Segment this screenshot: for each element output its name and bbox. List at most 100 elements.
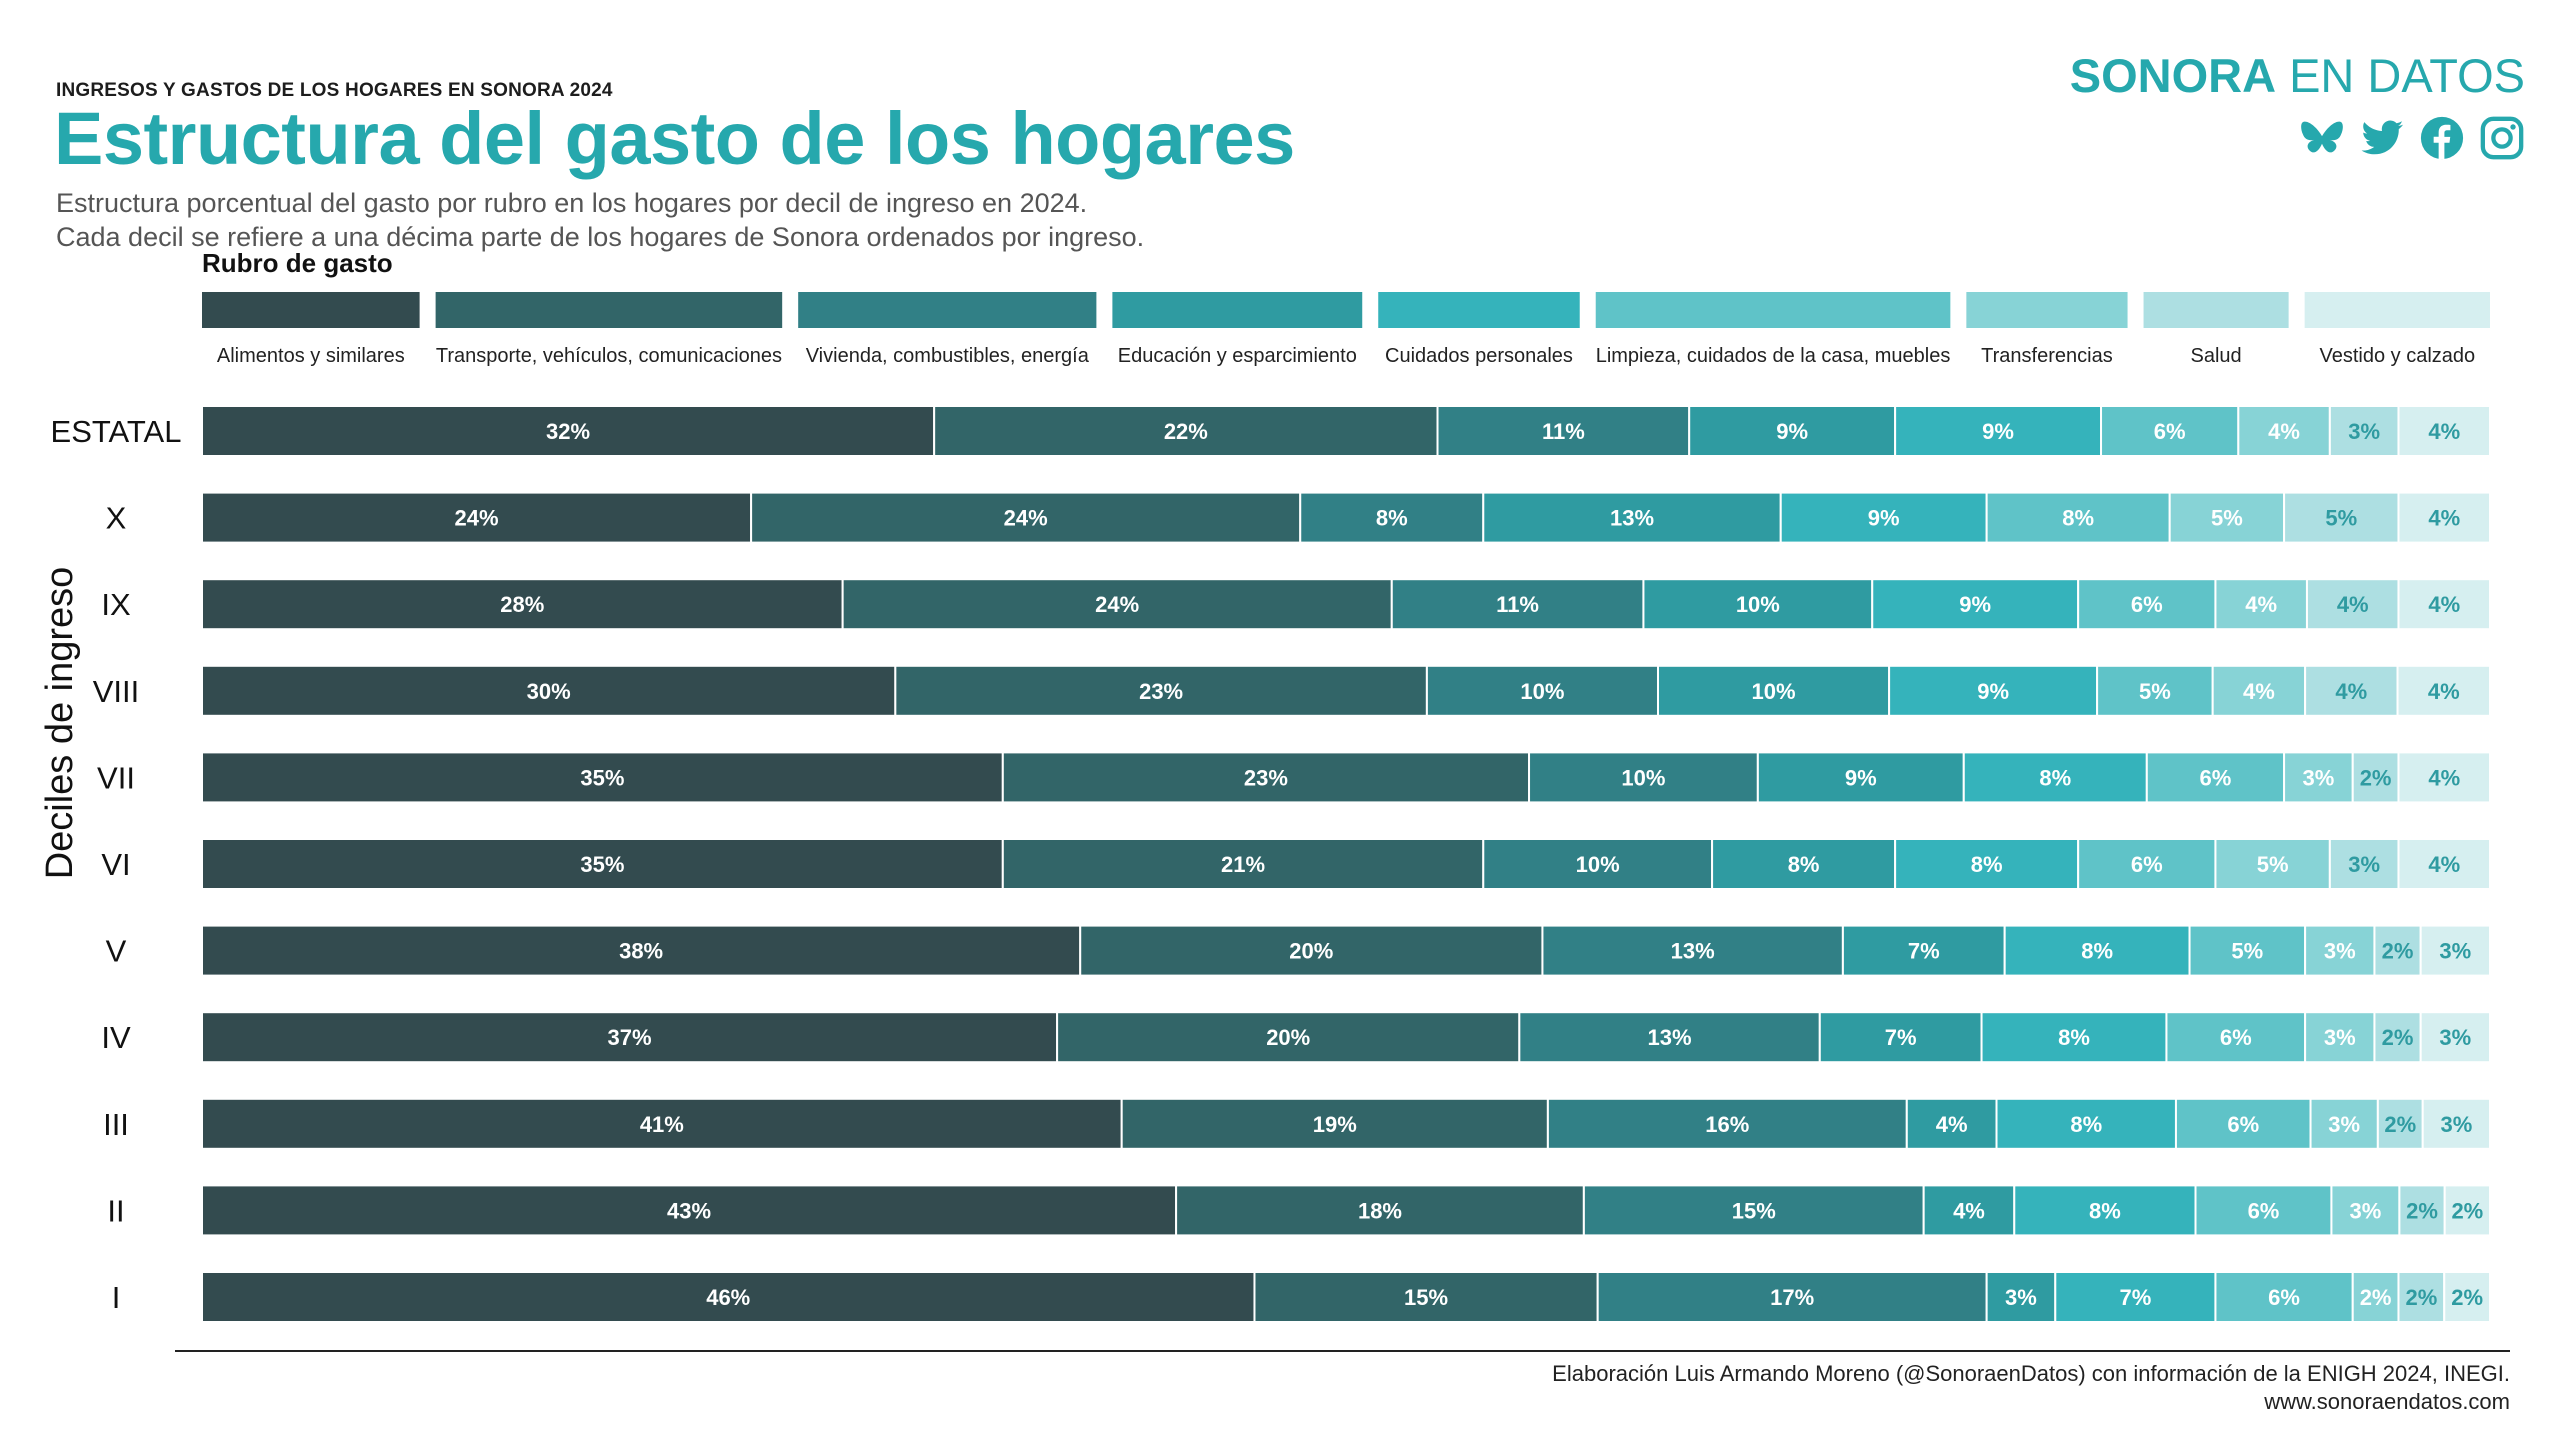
bar-segment [2373,924,2422,977]
value-label: 22% [1164,419,1208,444]
value-label: 15% [1732,1198,1776,1223]
value-label: 6% [2248,1198,2280,1223]
bar-segment [2397,405,2491,457]
value-label: 8% [1788,852,1820,877]
brand-logo: SONORA EN DATOS [2070,48,2525,103]
value-label: 6% [2131,592,2163,617]
value-label: 43% [667,1198,711,1223]
value-label: 13% [1610,506,1654,531]
value-label: 10% [1752,679,1796,704]
bar-segment [2419,1011,2492,1064]
value-label: 8% [2081,939,2113,964]
bluesky-icon[interactable] [2299,115,2345,161]
value-label: 3% [2439,939,2471,964]
value-label: 4% [2337,592,2369,617]
facebook-icon[interactable] [2419,115,2465,161]
bar-segment [1779,491,1988,544]
row-label: III [103,1107,129,1142]
legend-swatch [2304,292,2490,328]
value-label: 2% [2451,1198,2483,1223]
bar-segment [2398,1184,2446,1237]
value-label: 2% [2360,1285,2392,1310]
value-label: 6% [2227,1112,2259,1137]
value-label: 3% [2350,1198,2382,1223]
value-label: 24% [455,506,499,531]
bar-segment [1688,405,1897,457]
value-label: 3% [2348,419,2380,444]
value-label: 8% [1971,852,2003,877]
row-label: II [107,1193,124,1228]
value-label: 41% [640,1112,684,1137]
value-label: 6% [2220,1025,2252,1050]
bar-segment [2351,751,2400,804]
bar-segment [201,1011,1059,1064]
bar-segment [201,1097,1123,1150]
value-label: 5% [2257,852,2289,877]
value-label: 35% [580,765,624,790]
value-label: 13% [1648,1025,1692,1050]
value-label: 37% [608,1025,652,1050]
value-label: 21% [1221,852,1265,877]
legend-swatch [1112,292,1363,328]
value-label: 3% [2303,765,2335,790]
value-label: 5% [2211,506,2243,531]
value-label: 10% [1520,679,1564,704]
bar-segment [1894,405,2103,457]
bar-segment [1482,491,1782,544]
bar-segment [2188,924,2307,977]
value-label: 7% [1908,939,1940,964]
row-label: IX [101,587,131,622]
bar-segment [201,578,844,631]
bar-segment [2376,1097,2424,1150]
value-label: 18% [1358,1198,1402,1223]
legend-label: Limpieza, cuidados de la casa, muebles [1596,345,1951,367]
legend-swatch [1378,292,1580,328]
legend-swatch [435,292,783,328]
value-label: 2% [2360,765,2392,790]
brand-name-rest: EN DATOS [2276,49,2525,102]
value-label: 20% [1266,1025,1310,1050]
bar-segment [2397,838,2491,890]
value-label: 5% [2139,679,2171,704]
bar-segment [2397,751,2491,804]
legend-label: Educación y esparcimiento [1118,345,1357,367]
bar-segment [1001,838,1485,890]
value-label: 10% [1736,592,1780,617]
value-label: 20% [1289,939,1333,964]
source-note: Elaboración Luis Armando Moreno (@Sonora… [1552,1360,2510,1416]
legend-label: Transferencias [1981,345,2113,367]
legend-label: Salud [2191,345,2242,367]
value-label: 10% [1576,852,1620,877]
bar-segment [1642,578,1874,631]
value-label: 10% [1621,765,1665,790]
value-label: 30% [527,679,571,704]
value-label: 5% [2231,939,2263,964]
twitter-icon[interactable] [2359,115,2405,161]
bar-segment [2309,1097,2379,1150]
value-label: 9% [1868,506,1900,531]
value-label: 3% [2440,1112,2472,1137]
legend-label: Vestido y calzado [2319,345,2475,367]
bar-segment [2304,664,2399,717]
value-label: 8% [1376,506,1408,531]
value-label: 3% [2439,1025,2471,1050]
value-label: 24% [1095,592,1139,617]
value-label: 23% [1139,679,1183,704]
bar-segment [2397,491,2491,544]
bar-segment [2419,924,2492,977]
bar-segment [1541,924,1844,977]
legend-label: Cuidados personales [1385,345,1573,367]
bar-segment [2003,924,2191,977]
instagram-icon[interactable] [2479,115,2525,161]
bar-segment [1995,1097,2177,1150]
bar-segment [2237,405,2331,457]
bar-segment [1436,405,1691,457]
legend-label: Transporte, vehículos, comunicaciones [436,345,782,367]
page-title: Estructura del gasto de los hogares [54,97,1295,180]
bar-segment [2328,838,2400,890]
bar-segment [2397,578,2491,631]
value-label: 9% [1959,592,1991,617]
value-label: 6% [2131,852,2163,877]
value-label: 2% [2382,1025,2414,1050]
bar-segment [1482,838,1714,890]
